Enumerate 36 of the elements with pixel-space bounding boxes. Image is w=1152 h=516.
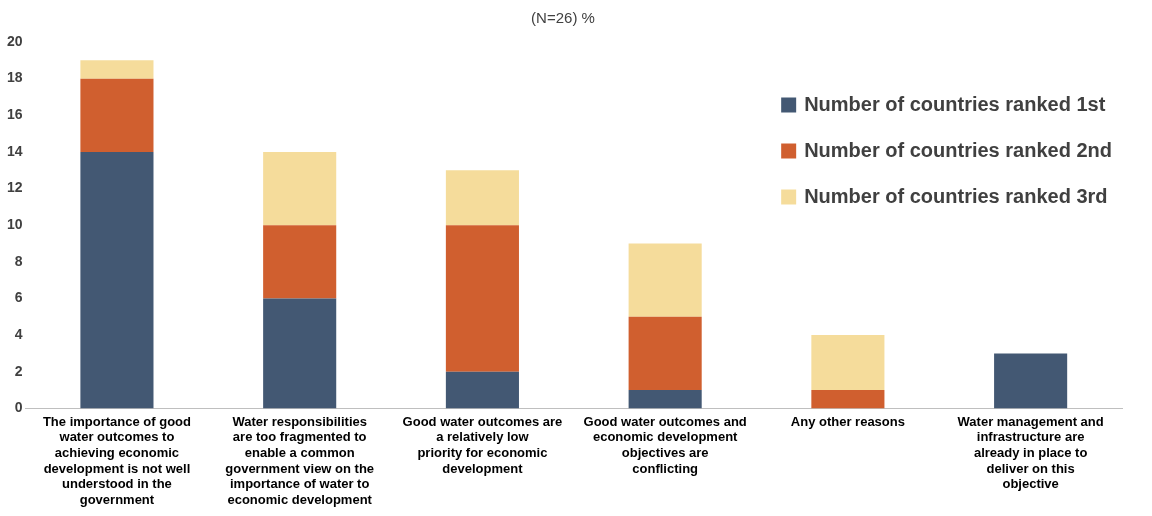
y-tick-label: 4 xyxy=(14,325,23,342)
y-tick-label: 16 xyxy=(6,106,23,123)
x-tick-label: Water management and infrastructure are already in place to deliver on this objective xyxy=(957,413,1104,492)
bar xyxy=(994,353,1068,409)
y-tick-label: 10 xyxy=(6,216,23,233)
bar xyxy=(445,170,519,226)
bar xyxy=(445,371,519,409)
legend-label: Number of countries ranked 3rd xyxy=(804,184,1108,207)
bar xyxy=(263,225,337,299)
y-tick-label: 12 xyxy=(6,179,23,196)
legend-label: Number of countries ranked 2nd xyxy=(804,138,1113,161)
y-tick-label: 0 xyxy=(14,399,23,416)
legend-label: Number of countries ranked 1st xyxy=(804,92,1106,115)
x-tick-label: Water responsibilities are too fragmented to enable a common government view on the importance of water to economic development xyxy=(225,413,375,507)
bar xyxy=(811,390,885,409)
x-tick-label: Any other reasons xyxy=(790,413,905,429)
bar xyxy=(80,78,154,152)
x-tick-label: The importance of good water outcomes to achieving economic development is not well understood in the government xyxy=(42,413,192,507)
x-tick-label: Good water outcomes are a relatively low priority for economic development xyxy=(402,413,563,476)
y-tick-label: 20 xyxy=(6,32,23,49)
bar xyxy=(263,151,337,226)
bar xyxy=(445,225,519,372)
bar xyxy=(811,335,885,391)
bar xyxy=(628,316,702,391)
y-tick-label: 6 xyxy=(14,289,23,306)
y-tick-label: 8 xyxy=(14,252,23,269)
bar xyxy=(628,243,702,317)
bar xyxy=(80,151,154,409)
x-tick-label: Good water outcomes and economic development objectives are conflicting xyxy=(583,413,747,476)
y-tick-label: 14 xyxy=(6,142,23,159)
bar xyxy=(263,298,337,409)
chart-title: (N=26) % xyxy=(531,9,595,27)
bar xyxy=(628,390,702,409)
bar xyxy=(80,60,154,79)
y-tick-label: 2 xyxy=(14,362,23,379)
y-tick-label: 18 xyxy=(6,69,23,86)
